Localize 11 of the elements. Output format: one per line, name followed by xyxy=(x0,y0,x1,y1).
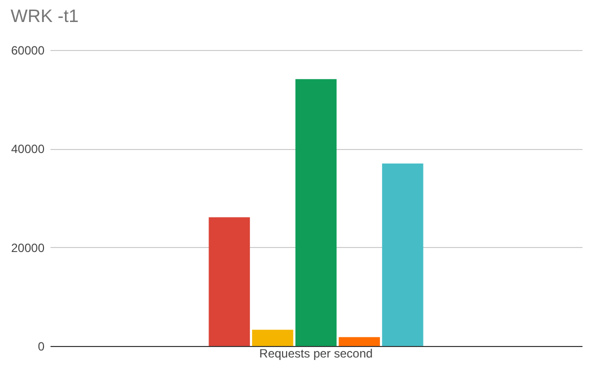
bar xyxy=(252,330,294,346)
y-tick-label: 20000 xyxy=(11,240,45,255)
bar xyxy=(295,79,337,346)
y-tick-label: 0 xyxy=(38,340,45,354)
bar xyxy=(208,217,250,346)
x-tick-label: Requests per second xyxy=(259,346,373,360)
y-tick-label: 40000 xyxy=(11,142,45,156)
bar xyxy=(382,163,424,346)
chart-title: WRK -t1 xyxy=(10,6,79,26)
bar xyxy=(338,337,380,346)
y-tick-label: 60000 xyxy=(11,44,45,58)
